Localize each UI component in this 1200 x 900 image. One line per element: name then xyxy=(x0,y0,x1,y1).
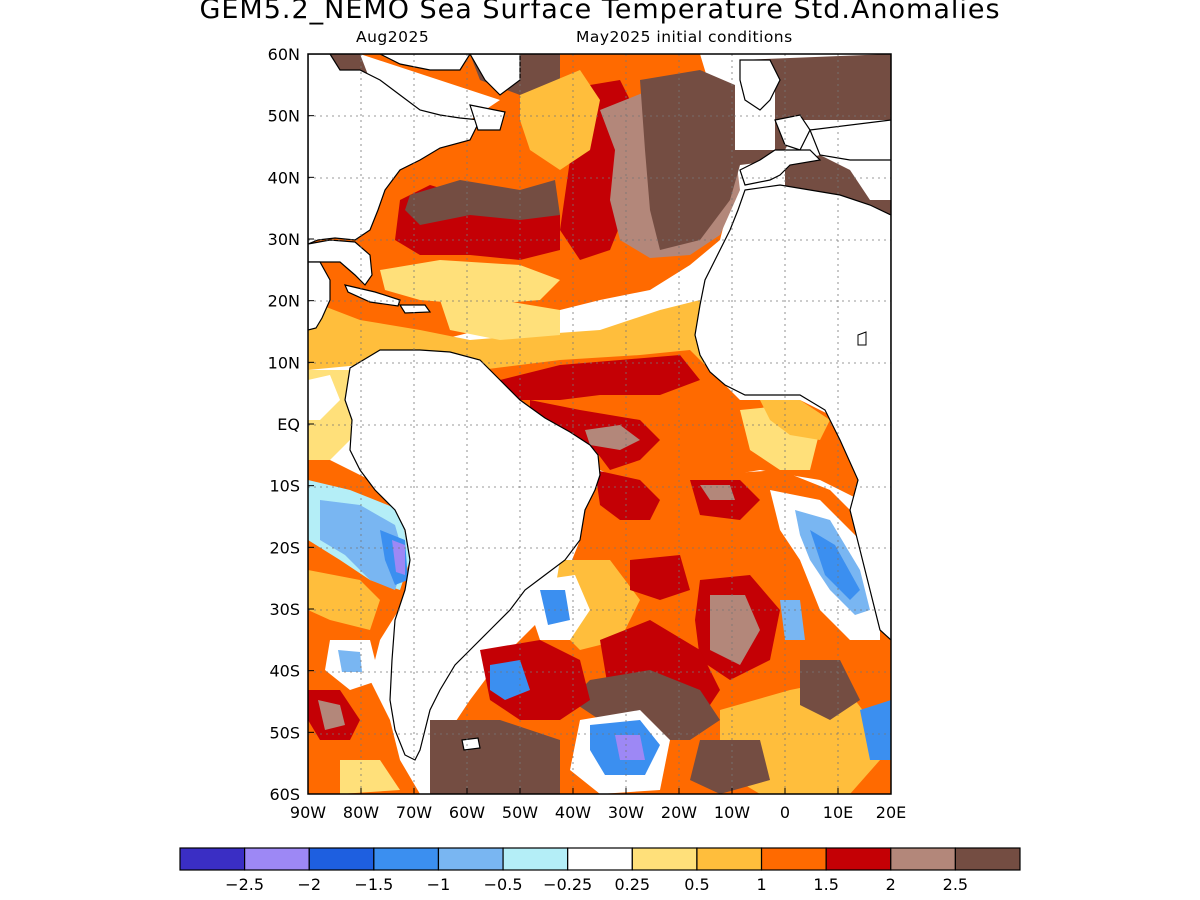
land-mask xyxy=(308,54,891,761)
colorbar-tick-label: −1.5 xyxy=(354,875,393,894)
x-tick-label: 60W xyxy=(449,803,485,822)
colorbar-swatch xyxy=(567,847,633,871)
colorbar-swatch xyxy=(760,847,827,871)
colorbar-tick-label: 0.25 xyxy=(614,875,650,894)
colorbar-tick-label: 1.5 xyxy=(813,875,838,894)
x-tick-label: 40W xyxy=(555,803,591,822)
colorbar-tick-label: −2 xyxy=(297,875,321,894)
chart-title: GEM5.2_NEMO Sea Surface Temperature Std.… xyxy=(199,0,1001,25)
y-tick-label: 10S xyxy=(269,477,300,496)
x-tick-label: 20W xyxy=(661,803,697,822)
y-tick-label: 50N xyxy=(268,107,300,126)
y-tick-label: 40S xyxy=(269,662,300,681)
x-tick-label: 0 xyxy=(780,803,790,822)
y-tick-label: EQ xyxy=(277,415,300,434)
x-tick-label: 50W xyxy=(502,803,538,822)
y-tick-label: 40N xyxy=(268,168,300,187)
colorbar-tick-label: −1 xyxy=(427,875,451,894)
x-tick-label: 30W xyxy=(608,803,644,822)
colorbar-swatch xyxy=(437,847,504,871)
colorbar-swatch xyxy=(696,847,763,871)
colorbar-swatch xyxy=(954,847,1021,871)
grid-lines xyxy=(308,54,891,794)
colorbar-swatch xyxy=(179,847,246,871)
y-tick-label: 30N xyxy=(268,230,300,249)
x-tick-label: 10E xyxy=(823,803,853,822)
x-tick-label: 70W xyxy=(396,803,432,822)
y-tick-label: 60S xyxy=(269,785,300,804)
colorbar-tick-label: 2 xyxy=(886,875,896,894)
colorbar-swatch xyxy=(373,847,440,871)
x-tick-label: 20E xyxy=(876,803,906,822)
colorbar: −2.5 −2 −1.5 −1 −0.5 −0.25 0.25 0.5 1 1.5 2 2.5 xyxy=(179,847,1021,894)
colorbar-tick-label: −2.5 xyxy=(225,875,264,894)
y-tick-label: 60N xyxy=(268,45,300,64)
y-tick-label: 30S xyxy=(269,600,300,619)
y-tick-label: 20N xyxy=(268,292,300,311)
colorbar-tick-label: −0.5 xyxy=(484,875,523,894)
colorbar-swatch xyxy=(890,847,956,871)
x-tick-label: 80W xyxy=(343,803,379,822)
colorbar-tick-label: 0.5 xyxy=(684,875,709,894)
y-tick-label: 50S xyxy=(269,723,300,742)
colorbar-tick-label: 2.5 xyxy=(943,875,968,894)
colorbar-tick-label: 1 xyxy=(756,875,766,894)
x-tick-label: 90W xyxy=(290,803,326,822)
y-axis: 60N 50N 40N 30N 20N 10N EQ 10S 20S 30S 40S 50S 60S xyxy=(268,45,314,804)
colorbar-swatch xyxy=(502,847,569,871)
initial-conditions-label: May2025 initial conditions xyxy=(576,28,793,46)
x-tick-label: 10W xyxy=(714,803,750,822)
x-axis: 90W 80W 70W 60W 50W 40W 30W 20W 10W 0 10E 20E xyxy=(290,788,906,822)
plot-area xyxy=(308,54,891,794)
colorbar-swatch xyxy=(308,847,375,871)
colorbar-swatch xyxy=(825,847,892,871)
colorbar-tick-label: −0.25 xyxy=(543,875,592,894)
forecast-month-label: Aug2025 xyxy=(356,28,430,46)
y-tick-label: 10N xyxy=(268,353,300,372)
colorbar-swatch xyxy=(244,847,310,871)
colorbar-swatch xyxy=(631,847,698,871)
y-tick-label: 20S xyxy=(269,538,300,557)
